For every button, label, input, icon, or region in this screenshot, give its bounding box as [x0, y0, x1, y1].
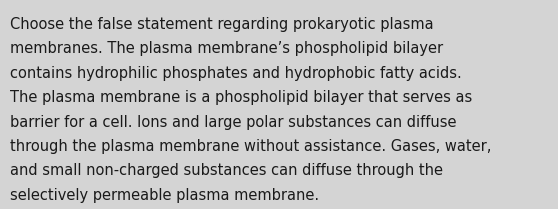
Text: barrier for a cell. Ions and large polar substances can diffuse: barrier for a cell. Ions and large polar… — [10, 115, 456, 130]
Text: contains hydrophilic phosphates and hydrophobic fatty acids.: contains hydrophilic phosphates and hydr… — [10, 66, 462, 81]
Text: selectively permeable plasma membrane.: selectively permeable plasma membrane. — [10, 188, 319, 203]
Text: through the plasma membrane without assistance. Gases, water,: through the plasma membrane without assi… — [10, 139, 492, 154]
Text: membranes. The plasma membrane’s phospholipid bilayer: membranes. The plasma membrane’s phospho… — [10, 41, 443, 56]
Text: The plasma membrane is a phospholipid bilayer that serves as: The plasma membrane is a phospholipid bi… — [10, 90, 472, 105]
Text: Choose the false statement regarding prokaryotic plasma: Choose the false statement regarding pro… — [10, 17, 434, 32]
Text: and small non-charged substances can diffuse through the: and small non-charged substances can dif… — [10, 163, 443, 178]
